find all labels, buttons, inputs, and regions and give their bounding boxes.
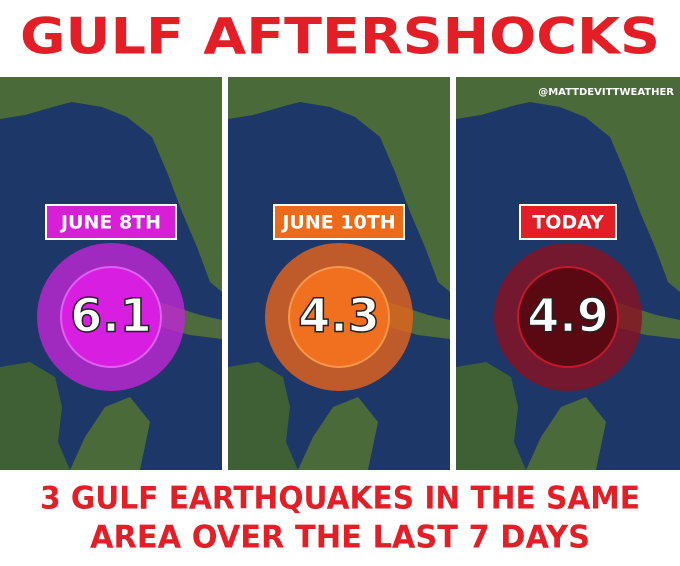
land — [228, 77, 450, 292]
land — [456, 362, 526, 470]
date-box — [273, 204, 405, 240]
land — [228, 362, 298, 470]
title: GULF AFTERSHOCKS — [20, 8, 660, 66]
date-label: TODAY — [532, 212, 604, 234]
land — [0, 362, 70, 470]
land — [70, 397, 150, 470]
date-label: JUNE 10TH — [280, 212, 395, 234]
map-panel: 4.3 JUNE 10TH — [228, 77, 450, 470]
quake-inner — [517, 266, 619, 368]
panels: 6.1 JUNE 8TH 4.3 JUNE 10TH 4.9 TODAY @MATTDEVI… — [0, 77, 680, 470]
land — [526, 397, 606, 470]
map-panel: 4.9 TODAY — [456, 77, 680, 470]
magnitude: 4.9 — [527, 289, 609, 343]
land — [0, 77, 222, 292]
magnitude: 6.1 — [70, 289, 152, 343]
footer-line: AREA OVER THE LAST 7 DAYS — [90, 520, 590, 556]
quake-inner — [60, 266, 162, 368]
map-panel: 6.1 JUNE 8TH — [0, 77, 222, 470]
footer-line: 3 GULF EARTHQUAKES IN THE SAME — [40, 481, 640, 517]
date-box — [519, 204, 617, 240]
land — [298, 397, 378, 470]
quake-inner — [288, 266, 390, 368]
date-label: JUNE 8TH — [59, 212, 161, 234]
handle: @MATTDEVITTWEATHER — [538, 87, 674, 98]
magnitude: 4.3 — [298, 289, 380, 343]
land — [456, 77, 680, 292]
date-box — [45, 204, 177, 240]
